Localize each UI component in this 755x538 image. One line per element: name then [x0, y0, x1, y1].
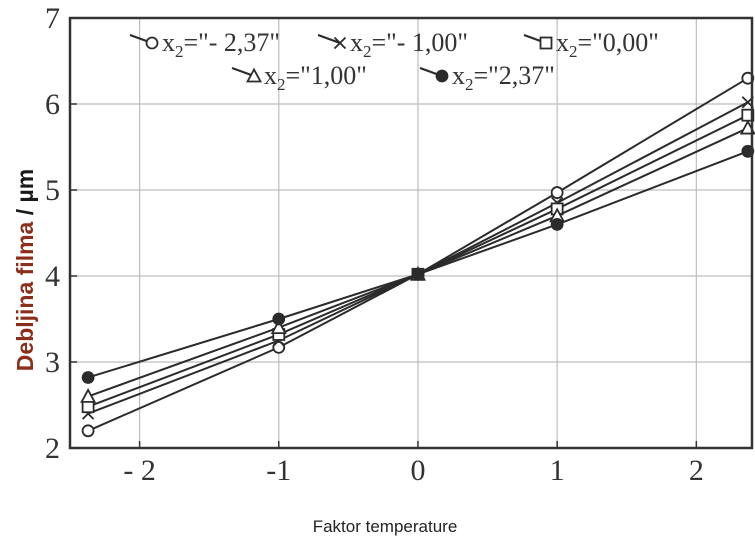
data-point: [81, 400, 95, 414]
legend-label: x2="2,37": [452, 61, 555, 94]
data-point: [272, 312, 286, 326]
x-tick-label: - 2: [123, 454, 156, 487]
x-axis-label: Faktor temperature: [313, 517, 458, 536]
data-point: [411, 267, 425, 281]
data-point: [270, 319, 287, 335]
legend-marker: [245, 67, 263, 83]
x-tick-label: 1: [550, 454, 565, 487]
data-point: [550, 186, 564, 199]
data-point: [80, 388, 97, 403]
plot-frame: [68, 16, 754, 450]
data-point: [550, 217, 564, 231]
data-point: [81, 424, 95, 438]
data-point: [81, 371, 95, 384]
x-tick-label: 2: [689, 454, 704, 487]
legend-line: [317, 33, 341, 45]
legend-item: x2="2,37": [419, 61, 555, 94]
grid-lines: [70, 17, 752, 449]
legend-marker: [333, 36, 347, 50]
legend: x2="- 2,37" x2="- 1,00" x2="0,00" x2="1,00"…: [129, 28, 659, 94]
legend-label: x2="- 2,37": [162, 28, 280, 61]
legend-marker: [435, 69, 449, 83]
y-axis-label-unit: / µm: [12, 169, 38, 222]
x-tick-label: 0: [410, 454, 425, 487]
legend-marker: [145, 36, 159, 50]
legend-label: x2="0,00": [556, 28, 659, 61]
data-point: [272, 340, 286, 354]
y-tick-label: 7: [45, 2, 60, 35]
data-point: [741, 144, 755, 158]
series-layer: [80, 71, 755, 438]
legend-marker: [539, 36, 553, 50]
tick-labels: - 2 -1 0 1 2 2 3 4 5 6 7: [45, 2, 704, 487]
data-point: [741, 71, 755, 85]
y-tick-label: 6: [45, 88, 60, 121]
y-tick-label: 3: [45, 346, 60, 379]
y-tick-label: 5: [45, 174, 60, 207]
y-axis-label-main: Debljina filma: [12, 221, 38, 371]
legend-label: x2="- 1,00": [350, 28, 468, 61]
legend-label: x2="1,00": [264, 61, 367, 94]
legend-item: x2="1,00": [231, 61, 367, 94]
y-tick-label: 4: [45, 260, 60, 293]
legend-item: x2="0,00": [523, 28, 659, 61]
legend-item: x2="- 1,00": [317, 28, 468, 61]
y-axis-label: Debljina filma / µm: [12, 169, 38, 371]
y-tick-label: 2: [45, 432, 60, 465]
legend-item: x2="- 2,37": [129, 28, 280, 61]
series-5: [81, 144, 755, 384]
x-tick-label: -1: [266, 454, 291, 487]
